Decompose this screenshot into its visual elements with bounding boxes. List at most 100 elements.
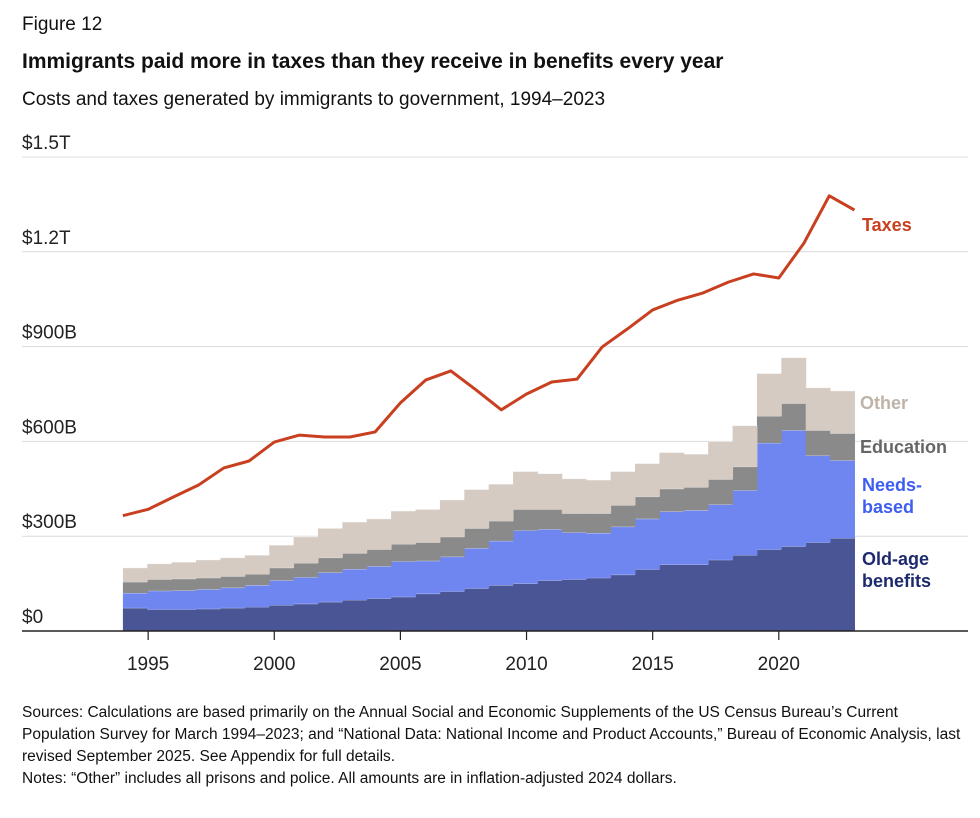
y-tick-label: $1.2T <box>22 228 71 249</box>
area-step <box>781 357 807 404</box>
area-step <box>415 509 441 543</box>
area-step <box>610 471 636 506</box>
area-step <box>732 466 758 491</box>
area-step <box>244 574 270 586</box>
area-step <box>244 555 270 575</box>
sources: Sources: Calculations are based primaril… <box>22 704 961 765</box>
area-step <box>196 577 221 590</box>
area-step <box>708 441 734 480</box>
area-step <box>683 510 709 565</box>
area-step <box>122 593 148 608</box>
area-step <box>220 607 246 631</box>
area-step <box>635 518 660 570</box>
area-step <box>269 567 295 581</box>
area-step <box>342 569 368 601</box>
area-step <box>513 471 538 510</box>
chart-title: Immigrants paid more in taxes than they … <box>22 50 724 73</box>
area-step <box>171 590 197 610</box>
area-step <box>830 433 855 461</box>
area-step <box>196 589 221 609</box>
area-step <box>415 593 441 631</box>
area-step <box>610 574 636 631</box>
area-step <box>415 542 441 561</box>
area-step <box>317 528 343 558</box>
area-step <box>171 578 197 591</box>
area-step <box>220 576 246 588</box>
area-step <box>488 585 514 631</box>
area-step <box>244 585 270 607</box>
area-step <box>830 538 855 631</box>
area-step <box>147 563 173 580</box>
area-step <box>781 546 807 631</box>
area-step <box>756 416 782 443</box>
area-step <box>732 490 758 556</box>
area-step <box>561 513 587 533</box>
area-step <box>293 563 319 578</box>
notes: Notes: “Other” includes all prisons and … <box>22 770 677 787</box>
area-step <box>708 479 734 505</box>
area-step <box>610 505 636 527</box>
area-step <box>537 473 563 510</box>
area-step <box>415 560 441 594</box>
area-step <box>586 513 612 534</box>
area-step <box>659 488 685 512</box>
area-step <box>342 600 368 631</box>
chart-subtitle: Costs and taxes generated by immigrants … <box>22 89 606 110</box>
area-step <box>781 430 807 547</box>
area-step <box>244 606 270 631</box>
area-step <box>147 590 173 610</box>
area-step <box>488 540 514 586</box>
area-step <box>756 373 782 417</box>
area-step <box>659 511 685 565</box>
y-tick-label: $1.5T <box>22 133 71 154</box>
x-tick-label: 2010 <box>505 654 547 675</box>
series-label: Old-age benefits <box>862 549 932 591</box>
chart: $0 $300B $600B $900B $1.2T $1.5T 1995 2000 2005 2… <box>22 133 968 675</box>
area-step <box>293 603 319 631</box>
area-step <box>122 582 148 594</box>
area-step <box>635 569 660 631</box>
area-step <box>610 526 636 575</box>
area-step <box>635 496 660 519</box>
area-step <box>171 562 197 579</box>
area-step <box>366 549 392 567</box>
area-step <box>342 521 368 554</box>
series-label: Other <box>860 393 909 413</box>
area-step <box>708 504 734 560</box>
area-step <box>269 580 295 606</box>
area-step <box>513 530 538 584</box>
area-step <box>464 588 490 631</box>
area-step <box>366 566 392 599</box>
area-step <box>537 529 563 581</box>
area-step <box>122 567 148 583</box>
area-step <box>391 561 417 597</box>
y-tick-label: $600B <box>22 417 77 438</box>
area-step <box>830 460 855 539</box>
area-step <box>220 557 246 577</box>
area-step <box>391 510 417 545</box>
area-step <box>683 454 709 488</box>
area-step <box>683 564 709 631</box>
area-step <box>805 430 831 456</box>
area-step <box>488 484 514 522</box>
area-step <box>537 509 563 530</box>
area-step <box>293 577 319 604</box>
area-step <box>171 609 197 631</box>
area-step <box>732 425 758 467</box>
area-step <box>317 601 343 631</box>
area-step <box>683 487 709 511</box>
area-step <box>488 521 514 541</box>
x-tick-label: 2000 <box>253 654 295 675</box>
line <box>122 194 856 518</box>
area-step <box>756 549 782 631</box>
x-tick-label: 1995 <box>127 654 169 675</box>
series-label: Taxes <box>862 215 912 235</box>
area-step <box>586 479 612 514</box>
area-step <box>561 532 587 580</box>
area-step <box>805 387 831 431</box>
figure-label: Figure 12 <box>22 14 103 35</box>
area-step <box>147 579 173 591</box>
area-step <box>439 591 465 631</box>
area-step <box>805 542 831 631</box>
